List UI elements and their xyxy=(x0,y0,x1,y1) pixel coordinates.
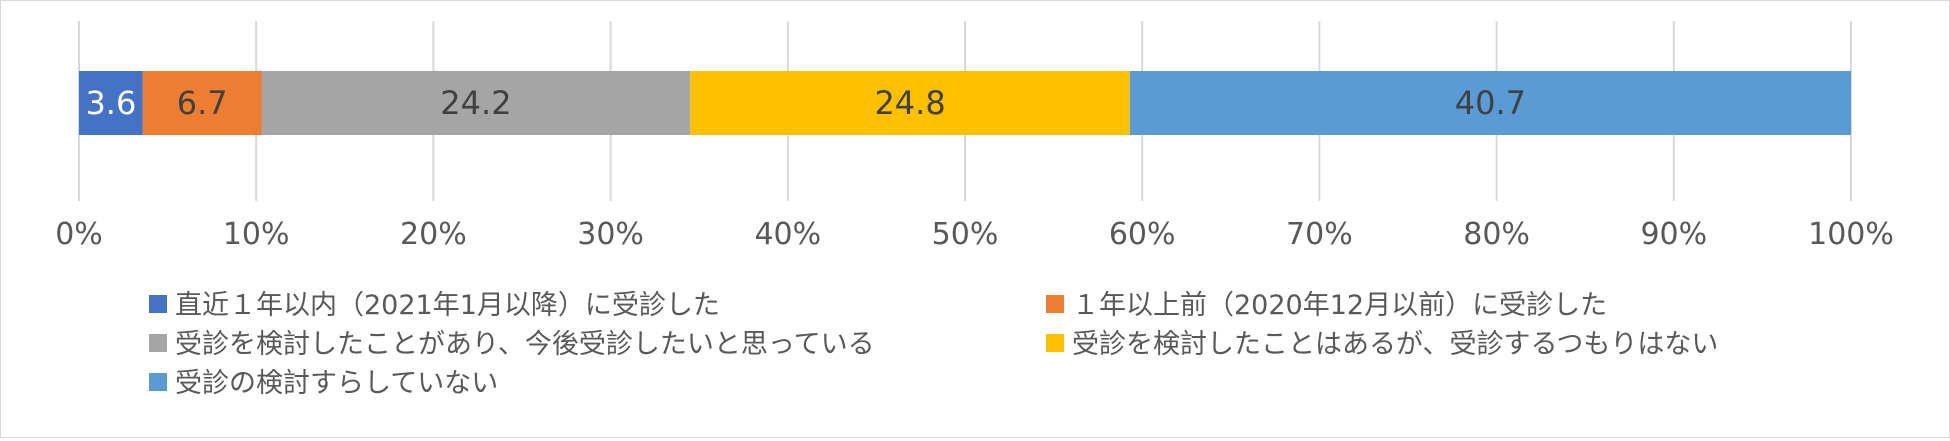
bar-segments xyxy=(79,71,1851,135)
legend-swatch-3 xyxy=(149,334,167,352)
x-tick-label-4: 40% xyxy=(754,217,821,252)
legend-swatch-4 xyxy=(1046,334,1064,352)
bar-segment-1 xyxy=(79,71,143,135)
x-tick-label-7: 70% xyxy=(1286,217,1353,252)
legend-label-2: １年以上前（2020年12月以前）に受診した xyxy=(1072,290,1607,321)
bar-label-4: 24.8 xyxy=(874,84,945,122)
x-tick-label-6: 60% xyxy=(1109,217,1176,252)
x-tick-label-1: 10% xyxy=(223,217,290,252)
bar-segment-3 xyxy=(261,71,691,135)
legend-item-5: 受診の検討すらしていない xyxy=(149,368,498,399)
x-tick-label-0: 0% xyxy=(55,217,103,252)
bar-label-3: 24.2 xyxy=(440,84,511,122)
legend: 直近１年以内（2021年1月以降）に受診した １年以上前（2020年12月以前）に… xyxy=(149,290,1718,399)
legend-swatch-2 xyxy=(1046,295,1064,313)
bar-segment-2 xyxy=(142,71,262,135)
legend-label-4: 受診を検討したことはあるが、受診するつもりはない xyxy=(1072,329,1718,360)
legend-label-1: 直近１年以内（2021年1月以降）に受診した xyxy=(175,290,720,321)
bar-label-5: 40.7 xyxy=(1455,84,1526,122)
bar-label-1: 3.6 xyxy=(85,84,136,122)
data-labels: 3.6 6.7 24.2 24.8 40.7 xyxy=(85,84,1526,122)
legend-item-4: 受診を検討したことはあるが、受診するつもりはない xyxy=(1046,329,1718,360)
x-tick-label-10: 100% xyxy=(1808,217,1894,252)
legend-item-1: 直近１年以内（2021年1月以降）に受診した xyxy=(149,290,720,321)
bar-segment-5 xyxy=(1129,71,1851,135)
legend-label-5: 受診の検討すらしていない xyxy=(175,368,498,399)
bar-segment-4 xyxy=(690,71,1130,135)
legend-item-3: 受診を検討したことがあり、今後受診したいと思っている xyxy=(149,329,875,360)
x-axis-tick-labels: 0% 10% 20% 30% 40% 50% 60% 70% 80% 90% 100% xyxy=(55,217,1894,252)
legend-item-2: １年以上前（2020年12月以前）に受診した xyxy=(1046,290,1607,321)
legend-swatch-1 xyxy=(149,295,167,313)
x-tick-label-3: 30% xyxy=(577,217,644,252)
x-tick-label-5: 50% xyxy=(932,217,999,252)
x-tick-label-9: 90% xyxy=(1640,217,1707,252)
legend-swatch-5 xyxy=(149,373,167,391)
legend-label-3: 受診を検討したことがあり、今後受診したいと思っている xyxy=(175,329,875,360)
x-tick-label-8: 80% xyxy=(1463,217,1530,252)
x-tick-label-2: 20% xyxy=(400,217,467,252)
bar-label-2: 6.7 xyxy=(177,84,228,122)
